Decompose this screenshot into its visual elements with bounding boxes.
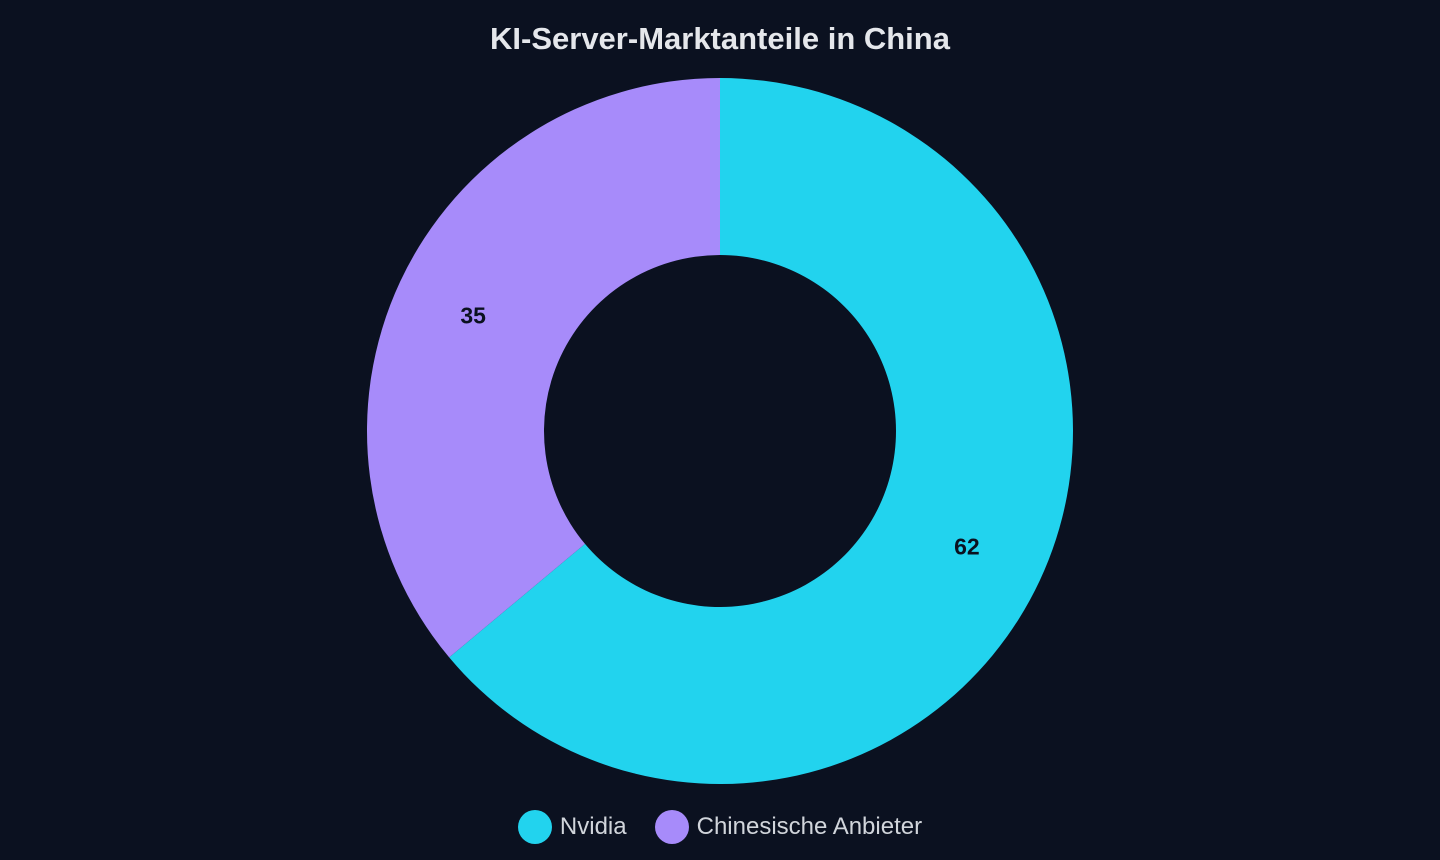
legend-item-chinesische-anbieter[interactable]: Chinesische Anbieter xyxy=(654,810,923,844)
legend-item-nvidia[interactable]: Nvidia xyxy=(517,810,627,844)
slice-label-nvidia: 62 xyxy=(954,533,980,559)
legend-swatch-chinesische-anbieter xyxy=(654,810,689,844)
slice-label-chinesische-anbieter: 35 xyxy=(460,303,486,329)
legend-swatch-nvidia xyxy=(517,810,552,844)
legend-label-nvidia: Nvidia xyxy=(559,813,627,840)
chart-title: KI-Server-Marktanteile in China xyxy=(490,21,950,56)
donut-chart: 62 35 xyxy=(366,78,1073,784)
chart-legend: Nvidia Chinesische Anbieter xyxy=(0,810,1440,844)
slice-chinesische-anbieter[interactable] xyxy=(366,78,720,658)
slice-nvidia[interactable] xyxy=(449,78,1073,784)
legend-label-chinesische-anbieter: Chinesische Anbieter xyxy=(696,813,923,840)
